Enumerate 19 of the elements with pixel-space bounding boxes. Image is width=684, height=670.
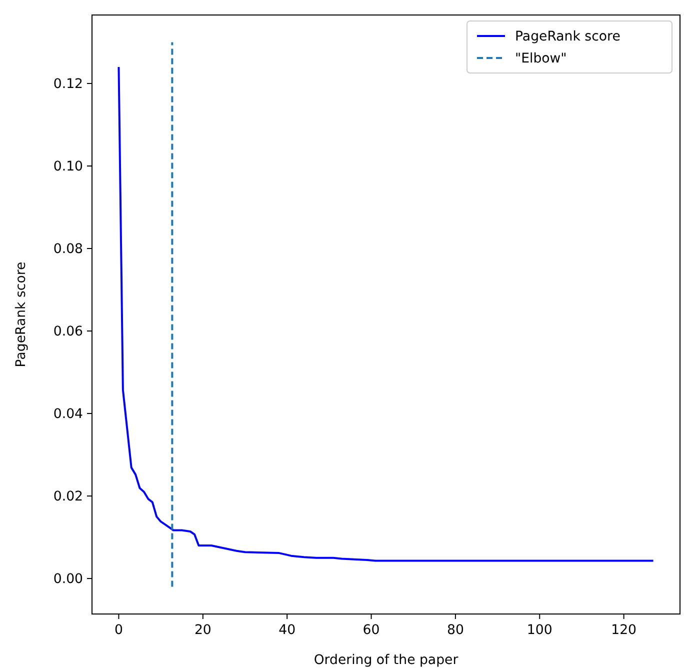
y-tick-label: 0.00 (53, 572, 83, 588)
legend-label: PageRank score (515, 30, 620, 45)
x-tick-label: 40 (278, 623, 296, 638)
x-tick-label: 80 (446, 623, 464, 638)
legend-label: "Elbow" (515, 52, 567, 67)
x-tick-label: 120 (611, 623, 637, 638)
y-tick-label: 0.04 (53, 407, 83, 422)
x-axis-title: Ordering of the paper (314, 653, 459, 668)
x-tick-label: 100 (526, 623, 552, 638)
y-tick-label: 0.08 (53, 242, 83, 258)
y-axis-title: PageRank score (14, 262, 29, 368)
y-tick-label: 0.12 (53, 77, 83, 92)
x-tick-label: 0 (114, 623, 123, 638)
y-tick-label: 0.02 (53, 490, 83, 505)
y-tick-label: 0.10 (53, 160, 83, 175)
x-tick-label: 20 (194, 623, 212, 638)
line-series (118, 66, 654, 562)
y-tick-label: 0.06 (53, 324, 83, 340)
x-tick-label: 60 (362, 623, 380, 638)
